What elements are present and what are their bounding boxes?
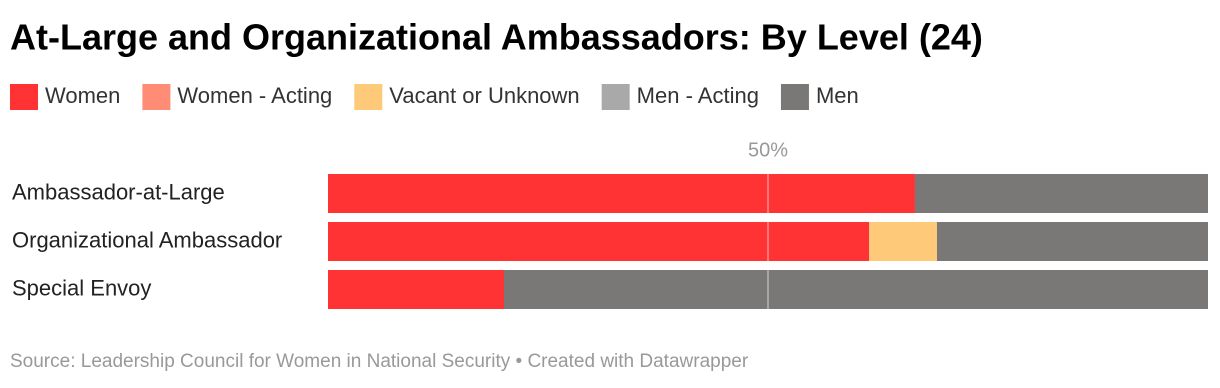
bar-segment bbox=[869, 222, 937, 261]
bar-segment bbox=[914, 174, 1208, 213]
legend-label: Men bbox=[816, 83, 859, 108]
bar-segment bbox=[328, 270, 504, 309]
source-note: Source: Leadership Council for Women in … bbox=[10, 351, 749, 372]
legend-label: Men - Acting bbox=[637, 83, 759, 108]
legend-swatch bbox=[601, 84, 630, 110]
x-tick-label: 50% bbox=[748, 139, 788, 161]
chart-title: At-Large and Organizational Ambassadors:… bbox=[10, 17, 983, 58]
y-tick-label: Ambassador-at-Large bbox=[12, 179, 225, 204]
bar-segment bbox=[936, 222, 1208, 261]
legend-label: Women bbox=[45, 83, 120, 108]
bar-segment bbox=[328, 222, 870, 261]
legend-swatch bbox=[354, 84, 383, 110]
legend-swatch bbox=[142, 84, 171, 110]
legend-swatch bbox=[780, 84, 809, 110]
legend-label: Women - Acting bbox=[177, 83, 332, 108]
bar-segment bbox=[328, 174, 915, 213]
bar-segment bbox=[504, 270, 1208, 309]
legend-swatch bbox=[10, 84, 38, 110]
y-tick-label: Special Envoy bbox=[12, 275, 151, 300]
y-tick-label: Organizational Ambassador bbox=[12, 227, 282, 252]
legend-label: Vacant or Unknown bbox=[389, 83, 579, 108]
